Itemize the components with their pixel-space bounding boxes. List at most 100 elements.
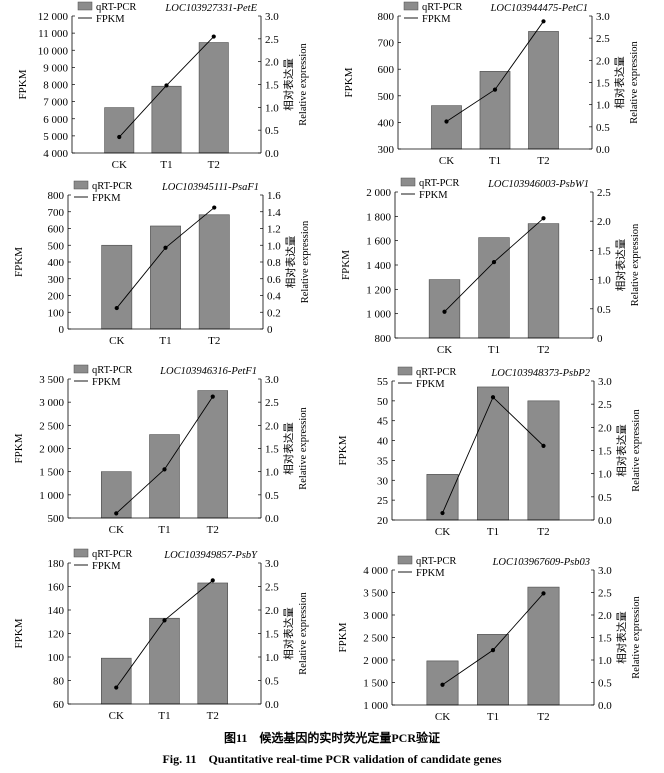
left-tick-label: 2 000 bbox=[366, 187, 391, 199]
right-tick-label: 0.5 bbox=[265, 490, 279, 502]
right-tick-label: 1.5 bbox=[598, 633, 612, 645]
left-tick-label: 25 bbox=[377, 495, 389, 507]
category-label-t1: T1 bbox=[487, 711, 499, 723]
bar-t2 bbox=[527, 400, 560, 521]
category-label-t1: T1 bbox=[489, 155, 501, 167]
gene-title: LOC103944475-PetC1 bbox=[490, 3, 588, 14]
right-tick-label: 2.5 bbox=[597, 187, 611, 199]
fpkm-point-ck bbox=[440, 510, 445, 516]
fpkm-point-t2 bbox=[541, 19, 546, 24]
gene-title: LOC103967609-Psb03 bbox=[492, 557, 590, 568]
right-axis-label-en: Relative expression bbox=[298, 42, 309, 125]
bar-ck bbox=[428, 279, 461, 339]
right-axis-label-en: Relative expression bbox=[298, 406, 309, 489]
left-tick-label: 3 000 bbox=[363, 610, 388, 622]
category-label-ck: CK bbox=[435, 711, 450, 723]
legend-bar-label: qRT-PCR bbox=[96, 2, 136, 13]
right-tick-label: 2.0 bbox=[597, 216, 611, 228]
left-tick-label: 6 000 bbox=[43, 114, 68, 126]
bar-t1 bbox=[149, 434, 180, 519]
fpkm-point-t1 bbox=[490, 648, 496, 653]
bar-ck bbox=[101, 244, 133, 330]
category-label-ck: CK bbox=[109, 335, 124, 347]
fpkm-point-t2 bbox=[541, 216, 546, 221]
right-axis-label-en: Relative expression bbox=[629, 40, 640, 123]
category-label-t2: T2 bbox=[537, 344, 549, 356]
left-tick-label: 30 bbox=[377, 475, 389, 487]
right-tick-label: 0.5 bbox=[596, 122, 610, 134]
left-tick-label: 20 bbox=[377, 515, 389, 527]
right-axis-label-zh: 相对表达量 bbox=[284, 235, 297, 288]
left-tick-label: 300 bbox=[48, 274, 65, 286]
left-tick-label: 700 bbox=[378, 38, 395, 50]
right-tick-label: 2.5 bbox=[265, 34, 279, 46]
category-label-t2: T2 bbox=[537, 711, 549, 723]
left-tick-label: 4 000 bbox=[363, 565, 388, 577]
right-axis-label-zh: 相对表达量 bbox=[282, 607, 295, 660]
right-tick-label: 1.0 bbox=[598, 655, 612, 667]
right-tick-label: 0.2 bbox=[267, 307, 281, 319]
chart-panel-2: 300 400 500 600 700 800 0.0 0.5 1.0 1.5 2.0 2.5 3.0 C… bbox=[343, 1, 640, 167]
right-tick-label: 1.5 bbox=[597, 245, 611, 257]
bar-t2 bbox=[528, 31, 559, 150]
bar-t2 bbox=[527, 223, 560, 339]
legend-bar-swatch bbox=[403, 1, 419, 11]
fpkm-point-t2 bbox=[541, 443, 546, 448]
fpkm-point-ck bbox=[114, 305, 119, 311]
right-tick-label: 2.0 bbox=[265, 57, 279, 69]
category-label-ck: CK bbox=[437, 344, 452, 356]
category-label-t2: T2 bbox=[537, 155, 549, 167]
chart-panel-8: 1 000 1 500 2 000 2 500 3 000 3 500 4 000 0.0 0.… bbox=[337, 555, 642, 723]
category-label-t1: T1 bbox=[488, 344, 500, 356]
right-tick-label: 3.0 bbox=[598, 376, 612, 388]
fpkm-point-ck bbox=[117, 134, 122, 140]
legend-line-label: FPKM bbox=[422, 14, 451, 25]
legend-line-label: FPKM bbox=[419, 190, 448, 201]
gene-title: LOC103946316-PetF1 bbox=[159, 366, 257, 377]
chart-panel-3: 0 100 200 300 400 500 600 700 800 0 0.2 0.4 0.6 0.8 1.… bbox=[13, 180, 311, 347]
bar-t1 bbox=[479, 71, 511, 150]
bar-t1 bbox=[150, 225, 181, 330]
right-axis-label-en: Relative expression bbox=[631, 408, 642, 491]
left-tick-label: 600 bbox=[48, 224, 65, 236]
left-tick-label: 800 bbox=[378, 11, 395, 23]
right-tick-label: 2.5 bbox=[596, 33, 610, 45]
left-tick-label: 700 bbox=[48, 207, 65, 219]
left-tick-label: 45 bbox=[377, 416, 389, 428]
fpkm-point-t1 bbox=[492, 87, 498, 92]
right-tick-label: 2.0 bbox=[598, 422, 612, 434]
chart-panel-4: 800 1 000 1 200 1 400 1 600 1 800 2 000 0 0.5 1.0… bbox=[340, 177, 641, 356]
right-tick-label: 0.5 bbox=[597, 304, 611, 316]
category-label-ck: CK bbox=[112, 159, 127, 171]
right-tick-label: 1.5 bbox=[596, 78, 610, 90]
category-label-t2: T2 bbox=[208, 159, 220, 171]
right-tick-label: 2.0 bbox=[265, 420, 279, 432]
right-tick-label: 0.5 bbox=[265, 676, 279, 688]
left-tick-label: 500 bbox=[48, 513, 65, 525]
left-tick-label: 55 bbox=[377, 376, 389, 388]
right-tick-label: 0.8 bbox=[267, 257, 281, 269]
right-axis-label-en: Relative expression bbox=[300, 220, 311, 303]
right-tick-label: 2.5 bbox=[265, 582, 279, 594]
right-tick-label: 1.0 bbox=[596, 100, 610, 112]
bar-t2 bbox=[198, 214, 230, 330]
left-tick-label: 10 000 bbox=[38, 45, 69, 57]
left-axis-label: FPKM bbox=[343, 67, 355, 97]
bar-t2 bbox=[197, 582, 229, 705]
legend-bar-swatch bbox=[400, 177, 416, 187]
left-tick-label: 35 bbox=[377, 455, 389, 467]
right-axis-label-zh: 相对表达量 bbox=[615, 611, 628, 664]
left-tick-label: 8 000 bbox=[43, 80, 68, 92]
left-tick-label: 2 000 bbox=[363, 655, 388, 667]
legend-line-label: FPKM bbox=[92, 561, 121, 572]
fpkm-point-t2 bbox=[210, 578, 215, 583]
right-axis-label-zh: 相对表达量 bbox=[614, 238, 627, 291]
fpkm-point-ck bbox=[442, 309, 447, 314]
right-tick-label: 3.0 bbox=[265, 374, 279, 386]
right-tick-label: 1.0 bbox=[265, 102, 279, 114]
chart-panel-7: 60 80 100 120 140 160 180 0.0 0.5 1.0 1.5 2.0 2.5 3.0… bbox=[13, 548, 309, 722]
category-label-t1: T1 bbox=[487, 526, 499, 538]
right-tick-label: 1.0 bbox=[597, 275, 611, 287]
legend-line-label: FPKM bbox=[416, 379, 445, 390]
right-axis-label-zh: 相对表达量 bbox=[282, 422, 295, 475]
